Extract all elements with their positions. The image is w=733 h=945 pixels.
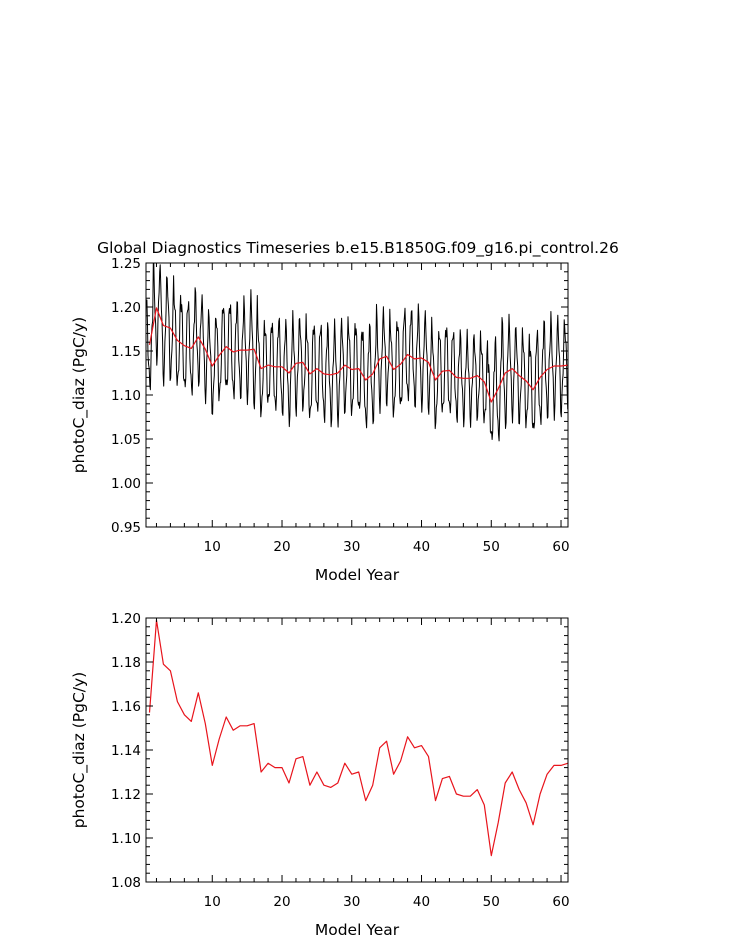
x-axis-label: Model Year bbox=[315, 566, 400, 584]
figure-title: Global Diagnostics Timeseries b.e15.B185… bbox=[97, 239, 619, 258]
y-tick-label: 1.18 bbox=[111, 655, 141, 671]
y-axis-label: photoC_diaz (PgC/y) bbox=[70, 672, 89, 828]
x-tick-label: 30 bbox=[343, 894, 360, 910]
y-tick-label: 1.10 bbox=[111, 388, 141, 404]
y-tick-label: 1.05 bbox=[111, 432, 141, 448]
x-tick-label: 20 bbox=[273, 539, 290, 555]
y-tick-label: 1.15 bbox=[111, 344, 141, 360]
y-tick-label: 1.14 bbox=[111, 743, 141, 759]
x-tick-label: 10 bbox=[204, 894, 221, 910]
y-tick-label: 1.16 bbox=[111, 699, 141, 715]
y-tick-label: 1.00 bbox=[111, 476, 141, 492]
top-panel-monthly-and-annual: 10 20 30 40 50 60 0.95 1.00 1.05 1.10 1.15 1.20 1.25… bbox=[70, 256, 570, 584]
y-tick-label: 1.20 bbox=[111, 300, 141, 316]
y-tick-label: 1.10 bbox=[111, 831, 141, 847]
y-tick-label: 1.20 bbox=[111, 611, 141, 627]
x-tick-label: 60 bbox=[552, 539, 569, 555]
x-tick-label: 20 bbox=[273, 894, 290, 910]
x-tick-label: 50 bbox=[483, 539, 500, 555]
series-line-annual-mean bbox=[148, 619, 569, 857]
bottom-panel-annual-mean: 10 20 30 40 50 60 1.08 1.10 1.12 1.14 1.16 1.18 1.20… bbox=[70, 611, 570, 939]
x-tick-label: 10 bbox=[204, 539, 221, 555]
x-tick-label: 60 bbox=[552, 894, 569, 910]
series-line-annual-mean bbox=[148, 307, 569, 403]
x-tick-label: 30 bbox=[343, 539, 360, 555]
x-tick-label: 40 bbox=[413, 894, 430, 910]
series-line-monthly bbox=[145, 262, 569, 442]
y-tick-label: 1.25 bbox=[111, 256, 141, 272]
y-tick-label: 1.12 bbox=[111, 787, 141, 803]
x-tick-label: 50 bbox=[483, 894, 500, 910]
y-tick-label: 0.95 bbox=[111, 520, 141, 536]
y-axis-label: photoC_diaz (PgC/y) bbox=[70, 317, 89, 473]
x-tick-label: 40 bbox=[413, 539, 430, 555]
y-tick-label: 1.08 bbox=[111, 875, 141, 891]
x-axis-label: Model Year bbox=[315, 921, 400, 939]
